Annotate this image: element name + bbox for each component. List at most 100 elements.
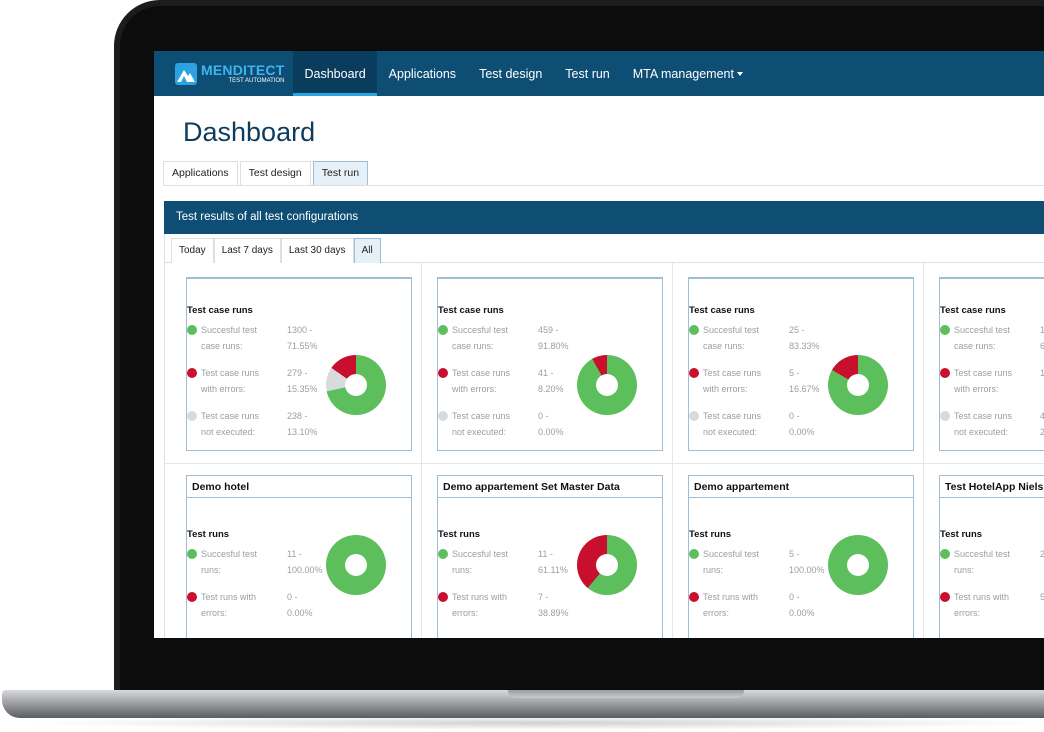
stat-label-line: Test case runs <box>703 368 762 378</box>
stat-label-line: Test case runs <box>954 411 1013 421</box>
application-card-title[interactable]: Demo appartement Set Master Data <box>437 475 663 498</box>
stat-label-line: errors: <box>954 607 981 618</box>
stat-count: 1 <box>1040 368 1044 378</box>
stat-count: 238 - <box>287 411 308 421</box>
nav-test-design[interactable]: Test design <box>468 51 554 96</box>
stat-count: 5 - <box>789 368 800 378</box>
stat-label: Test runs with errors: <box>438 590 533 621</box>
page-title: Dashboard <box>183 117 316 147</box>
stat-row: Succesful test case runs: 12 6 <box>940 323 1044 355</box>
tab-test-run[interactable]: Test run <box>312 161 369 185</box>
section-title: Test runs <box>940 529 983 540</box>
section-title: Test case runs <box>187 305 253 316</box>
stat-label-line: not executed: <box>452 426 507 437</box>
filter-today[interactable]: Today <box>171 238 214 263</box>
stat-percent: 61.11% <box>538 564 568 575</box>
stat-count: 459 - <box>538 325 559 335</box>
filter-last-7-days[interactable]: Last 7 days <box>213 238 281 263</box>
stat-value: 12 6 <box>1040 323 1044 354</box>
stat-value: 2 <box>1040 547 1044 563</box>
stat-row: Succesful test case runs: 1300 - 71.55% <box>187 323 337 355</box>
stat-label-line: with errors: <box>201 383 246 394</box>
nav-test-run[interactable]: Test run <box>554 51 621 96</box>
stat-label-line: errors: <box>703 607 730 618</box>
stat-percent: 0.00% <box>287 607 313 618</box>
section-title: Test runs <box>689 529 732 540</box>
nav-applications[interactable]: Applications <box>377 51 467 96</box>
test-case-runs-donut-chart <box>577 355 637 415</box>
nav-mta-management[interactable]: MTA management <box>621 51 754 96</box>
application-card-title[interactable]: Test HotelApp Niels <box>939 475 1044 498</box>
stat-label: Succesful test runs: <box>187 547 282 578</box>
stat-count: 41 - <box>538 368 554 378</box>
stat-label: Test case runs not executed: <box>187 409 282 440</box>
nav-label: MTA management <box>632 66 734 81</box>
stat-label: Test case runs with errors: <box>438 366 533 397</box>
stat-value: 5 <box>1040 590 1044 606</box>
stat-count: 2 <box>1040 549 1044 559</box>
brand-subtitle: TEST AUTOMATION <box>228 78 285 84</box>
stat-label-line: Test runs with <box>452 592 508 602</box>
application-card-title[interactable]: Demo hotel <box>186 475 412 498</box>
stat-label-line: Succesful test <box>954 325 1011 335</box>
tab-test-design[interactable]: Test design <box>239 161 311 185</box>
stat-count: 5 - <box>789 549 800 559</box>
stat-label-line: Test case runs <box>452 368 511 378</box>
filter-all[interactable]: All <box>353 238 381 263</box>
stat-label-line: with errors: <box>703 383 748 394</box>
stat-count: 11 - <box>287 549 302 559</box>
status-dot-icon <box>940 592 950 602</box>
stat-value: 0 - 0.00% <box>287 590 327 621</box>
status-dot-icon <box>940 368 950 378</box>
stat-row: Succesful test runs: 2 <box>940 547 1044 579</box>
nav-dashboard[interactable]: Dashboard <box>293 51 378 96</box>
stat-label-line: runs: <box>954 564 975 575</box>
stat-label-line: Test runs with <box>954 592 1010 602</box>
stat-count: 279 - <box>287 368 308 378</box>
brand-name: MENDITECT <box>201 62 285 78</box>
stat-label: Succesful test case runs: <box>940 323 1035 354</box>
stat-label-line: Test case runs <box>703 411 762 421</box>
test-case-runs-card <box>939 277 1044 451</box>
stat-count: 4 <box>1040 411 1044 421</box>
stat-count: 12 <box>1040 325 1044 335</box>
stat-row: Succesful test case runs: 25 - 83.33% <box>689 323 839 355</box>
stat-label: Succesful test runs: <box>438 547 533 578</box>
test-runs-donut-chart <box>326 535 386 595</box>
stat-percent: 100.00% <box>789 564 825 575</box>
stat-count: 0 - <box>287 592 298 602</box>
status-dot-icon <box>438 592 448 602</box>
stat-value: 5 - 100.00% <box>789 547 829 578</box>
stat-label-line: runs: <box>703 564 724 575</box>
status-dot-icon <box>689 592 699 602</box>
filter-last-30-days[interactable]: Last 30 days <box>280 238 354 263</box>
stat-percent: 8.20% <box>538 383 564 394</box>
section-title: Test case runs <box>438 305 504 316</box>
stat-label-line: Test case runs <box>452 411 511 421</box>
status-dot-icon <box>187 411 197 421</box>
status-dot-icon <box>940 411 950 421</box>
results-panel: Test results of all test configurations … <box>164 201 1044 638</box>
stat-label-line: Succesful test <box>452 325 509 335</box>
brand-logo[interactable]: MENDITECT TEST AUTOMATION <box>154 51 293 96</box>
stat-value: 238 - 13.10% <box>287 409 327 440</box>
stat-value: 1 <box>1040 366 1044 382</box>
tab-applications[interactable]: Applications <box>163 161 238 185</box>
stat-percent: 13.10% <box>287 426 318 437</box>
stat-label: Test runs with errors: <box>187 590 282 621</box>
status-dot-icon <box>940 549 950 559</box>
status-dot-icon <box>689 549 699 559</box>
stat-count: 0 - <box>789 592 800 602</box>
stat-row: Test runs with errors: 5 <box>940 590 1044 622</box>
stat-percent: 0.00% <box>538 426 564 437</box>
stat-label: Succesful test case runs: <box>438 323 533 354</box>
stat-label: Succesful test case runs: <box>689 323 784 354</box>
nav-label: Applications <box>388 66 457 81</box>
stat-label-line: Succesful test <box>452 549 509 559</box>
laptop-notch <box>508 690 744 698</box>
application-card-title[interactable]: Demo appartement <box>688 475 914 498</box>
stat-percent: 15.35% <box>287 383 318 394</box>
section-title: Test runs <box>187 529 230 540</box>
